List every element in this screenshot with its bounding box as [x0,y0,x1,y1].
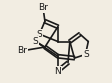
Text: S: S [37,30,42,39]
Text: Br: Br [38,3,48,12]
Text: N: N [54,66,61,76]
Text: Br: Br [17,46,27,55]
Text: S: S [32,37,38,46]
Text: S: S [83,50,89,59]
